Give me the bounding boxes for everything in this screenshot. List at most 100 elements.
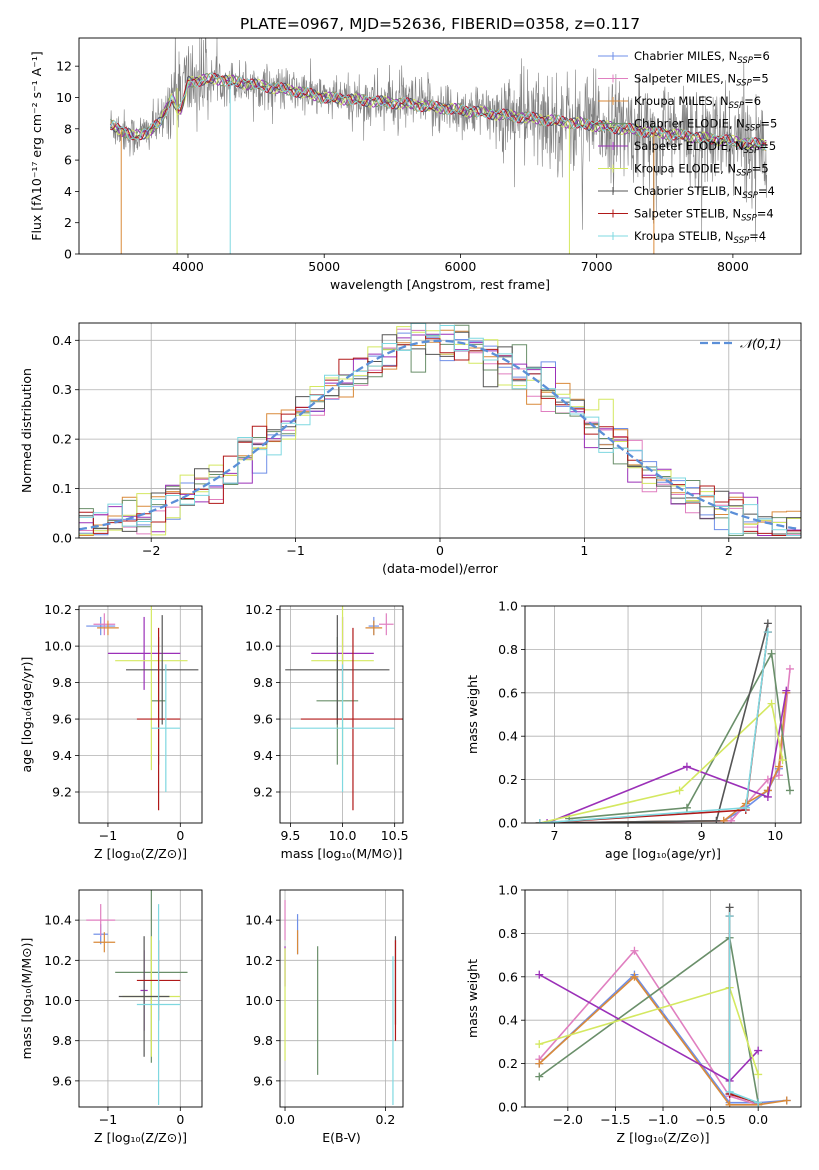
age-vs-mass-panel: 9.5 10.0 10.5 9.2 9.4 9.6 9.8 10.0 10.2 mass [log…: [245, 602, 408, 861]
histogram-kroupa-stelib: [79, 323, 801, 536]
axes: 9.5 10.0 10.5 9.2 9.4 9.6 9.8 10.0 10.2 mass [log…: [245, 602, 408, 861]
point-kroupa-elodie: [115, 606, 188, 771]
y-axis-label: mass [log₁₀(M/M⊙)]: [19, 938, 34, 1060]
y-tick-label: 9.2: [52, 785, 72, 800]
y-axis-label: mass weight: [465, 959, 480, 1038]
series-line: [538, 949, 759, 1106]
y-tick-label: 10.2: [245, 602, 273, 617]
x-tick-label: 8: [624, 828, 632, 843]
point-chabrier-stelib: [285, 615, 390, 725]
x-tick-label: 0.2: [375, 1112, 395, 1127]
legend: Chabrier MILES, NSSP=6 Salpeter MILES, NS…: [598, 49, 777, 246]
x-tick-label: −2.0: [553, 1112, 583, 1127]
data-point: [725, 1100, 734, 1107]
y-tick-label: 9.8: [52, 675, 72, 690]
x-tick-label: −1: [286, 543, 304, 558]
figure-title: PLATE=0967, MJD=52636, FIBERID=0358, z=0…: [240, 15, 640, 33]
y-tick-label: 0.2: [52, 432, 72, 447]
y-tick-label: 2: [64, 215, 72, 230]
axes-frame: [78, 605, 203, 824]
series-kroupa-elodie: [535, 983, 763, 1079]
data-point: [754, 1070, 763, 1079]
y-tick-label: 9.8: [253, 1033, 273, 1048]
spectrum-panel: 4000 5000 6000 7000 8000 0 2 4 6 8 10 12 wavelength …: [29, 37, 802, 292]
axes: −1 0 9.6 9.8 10.0 10.2 10.4 Z [log₁₀(Z/Z⊙)] mass…: [19, 889, 203, 1145]
x-axis-label: mass [log₁₀(M/M⊙)]: [281, 846, 403, 861]
x-tick-label: 8000: [717, 259, 749, 274]
mass-vs-metallicity-panel: −1 0 9.6 9.8 10.0 10.2 10.4 Z [log₁₀(Z/Z⊙)] mass…: [19, 889, 203, 1145]
y-tick-label: 0: [64, 247, 72, 262]
plot-area: [535, 619, 794, 823]
y-tick-label: 10.0: [245, 993, 273, 1008]
axes: −2 −1 0 1 2 0.0 0.1 0.2 0.3 0.4 (data-model)/error…: [19, 322, 802, 576]
data-point: [763, 619, 772, 628]
data-point: [754, 1098, 763, 1107]
axes-frame: [279, 605, 404, 824]
grid: [79, 890, 202, 1107]
y-tick-label: 1.0: [498, 883, 518, 898]
x-axis-label: age [log₁₀(age/yr)]: [605, 846, 721, 861]
data-point: [535, 970, 544, 979]
y-tick-label: 0.4: [52, 333, 72, 348]
y-tick-label: 9.6: [253, 712, 273, 727]
data-point: [763, 792, 772, 801]
x-tick-label: 0.0: [275, 1112, 295, 1127]
data-point: [682, 762, 691, 771]
data-point: [754, 1046, 763, 1055]
y-tick-label: 10.4: [245, 913, 273, 928]
data-point: [630, 946, 639, 955]
x-tick-label: −1: [99, 828, 117, 843]
y-tick-label: 0.0: [498, 1100, 518, 1115]
axes-frame: [524, 889, 802, 1108]
x-tick-label: 6000: [445, 259, 477, 274]
point-salpeter-miles: [93, 613, 116, 636]
y-tick-label: 9.6: [52, 1073, 72, 1088]
x-axis-label: wavelength [Angstrom, rest frame]: [330, 277, 550, 292]
plot-area: [79, 323, 801, 536]
y-tick-label: 9.6: [52, 712, 72, 727]
x-tick-label: 10.5: [381, 828, 409, 843]
y-axis-label: age [log₁₀(age/yr)]: [19, 657, 34, 773]
y-tick-label: 6: [64, 153, 72, 168]
plot-area: [86, 890, 188, 1105]
point-kroupa-miles: [97, 620, 119, 636]
y-tick-label: 0.2: [498, 1056, 518, 1071]
y-tick-label: 0.4: [498, 729, 518, 744]
plot-area: [285, 606, 403, 811]
series-line: [546, 690, 788, 823]
data-point: [712, 816, 721, 823]
y-tick-label: 10.0: [44, 993, 72, 1008]
grid: [280, 606, 403, 823]
y-tick-label: 10.4: [44, 913, 72, 928]
series-salpeter-miles: [535, 946, 763, 1107]
data-point: [543, 819, 552, 823]
axes: −2.0 −1.5 −1.0 −0.5 0.0 0.0 0.2 0.4 0.6 0.8 1.0 Z […: [465, 883, 802, 1145]
y-tick-label: 0.0: [52, 531, 72, 546]
series-kroupa-stelib: [725, 912, 763, 1107]
data-point: [719, 816, 728, 823]
point-salpeter-stelib: [136, 627, 181, 811]
x-tick-label: −1.0: [648, 1112, 678, 1127]
legend-label: Kroupa ELODIE, NSSP=5: [634, 162, 769, 179]
data-point: [535, 1059, 544, 1068]
series-salpeter-stelib: [725, 912, 763, 1107]
y-tick-label: 8: [64, 121, 72, 136]
y-tick-label: 9.4: [253, 748, 273, 763]
point-chabrier-miles: [86, 616, 116, 636]
y-tick-label: 10.2: [245, 953, 273, 968]
x-tick-label: 0: [176, 1112, 184, 1127]
observed-spectrum: [110, 38, 767, 242]
legend-label: Chabrier STELIB, NSSP=4: [634, 184, 775, 201]
series-line: [538, 973, 759, 1083]
y-tick-label: 10.2: [44, 602, 72, 617]
x-tick-label: 10.0: [329, 828, 357, 843]
y-axis-label: mass weight: [465, 675, 480, 754]
point-kroupa-miles: [365, 620, 383, 636]
point-chabrier-stelib: [118, 936, 170, 1057]
point-chabrier-stelib: [126, 615, 199, 725]
legend-label: 𝒩(0,1): [740, 336, 782, 351]
data-point: [535, 819, 544, 823]
data-point: [682, 803, 691, 812]
axes-frame: [78, 889, 203, 1108]
